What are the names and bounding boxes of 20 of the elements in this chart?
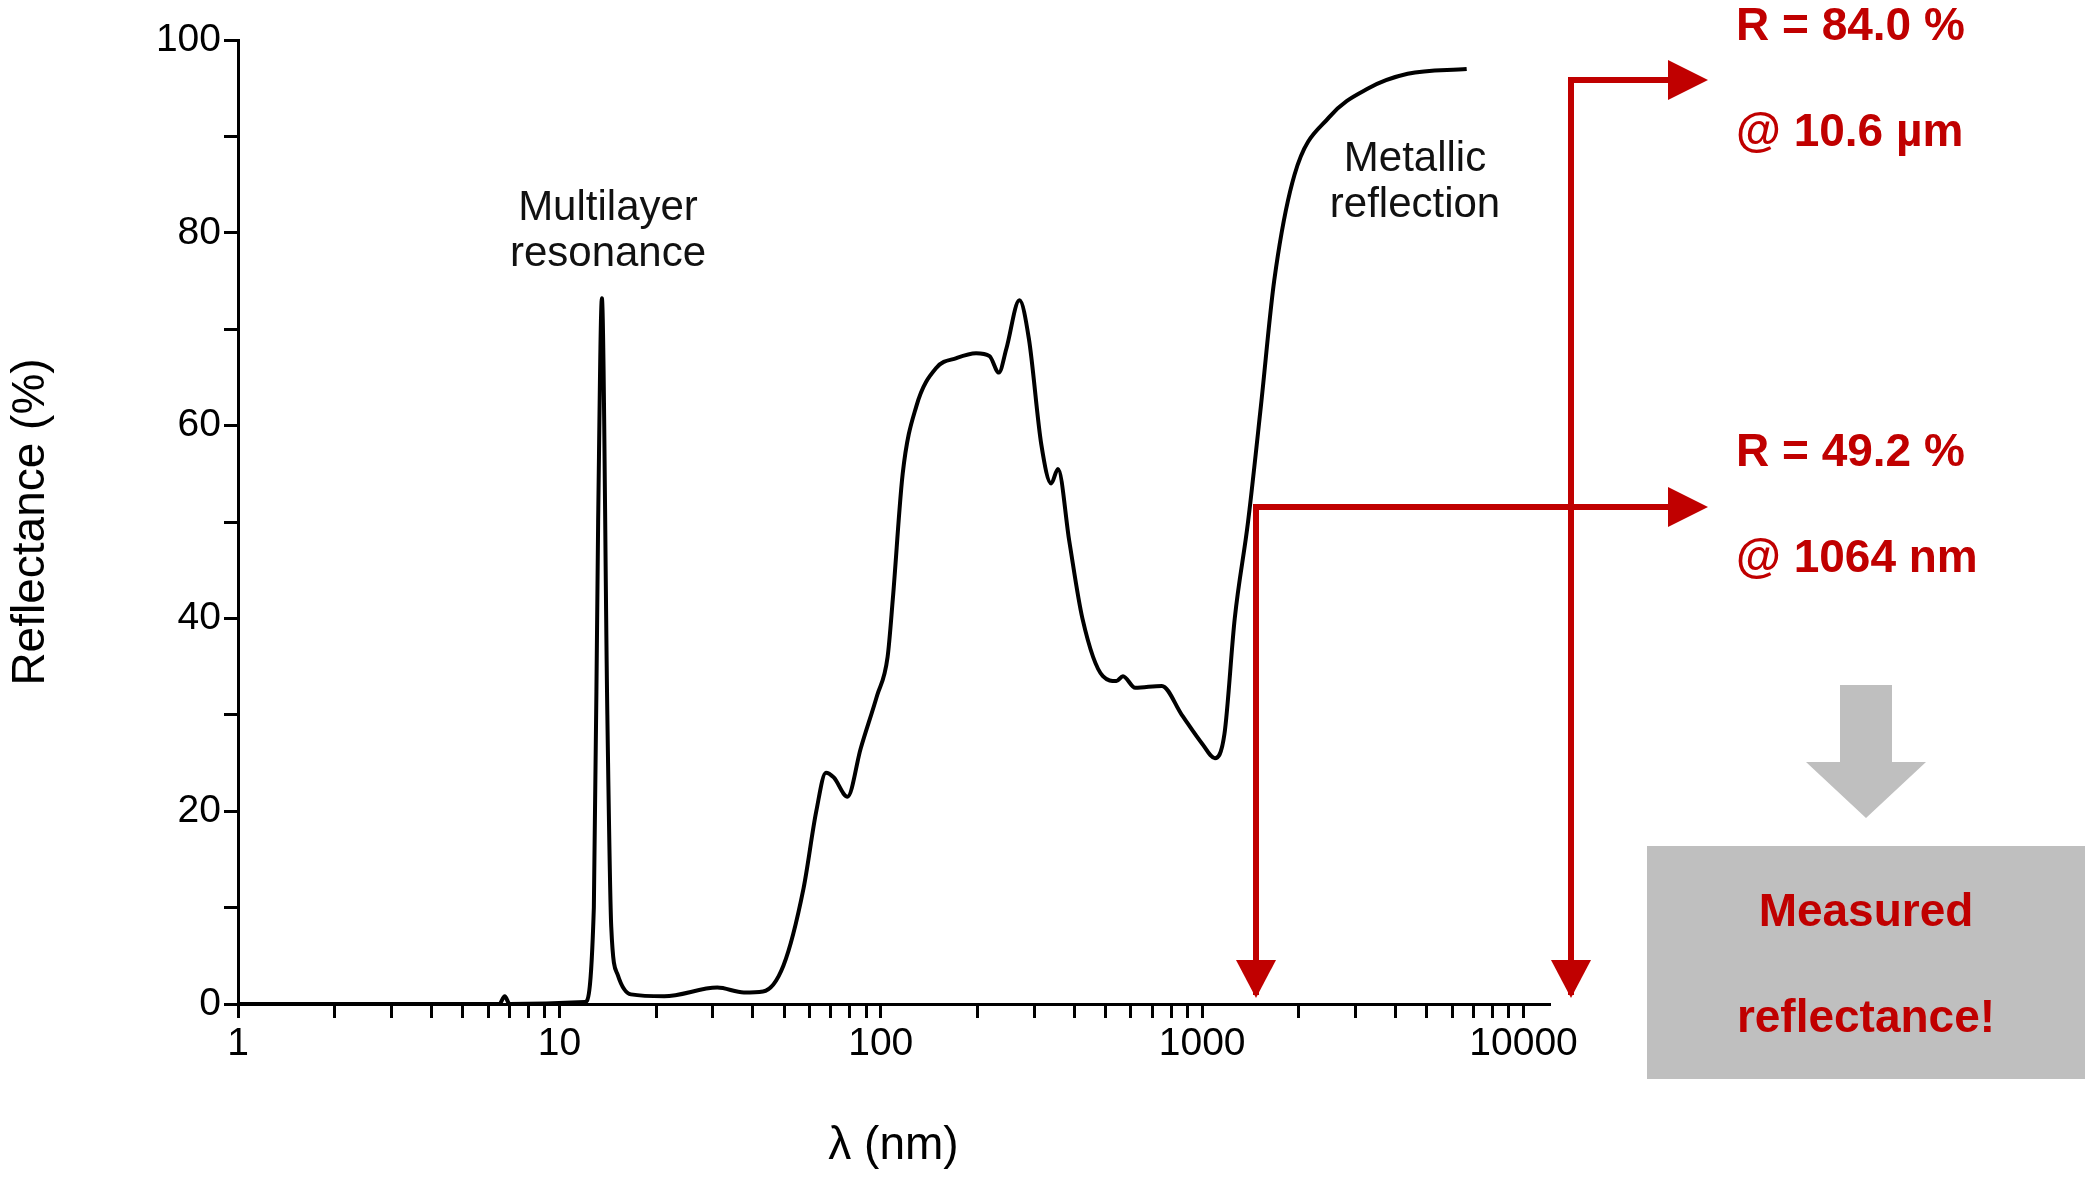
y-axis-title: Reflectance (%) bbox=[2, 358, 55, 686]
text: @ 10.6 µm bbox=[1736, 104, 1964, 156]
y-tick-label: 60 bbox=[177, 401, 221, 445]
y-tick-label: 0 bbox=[199, 979, 221, 1023]
annotation: Metallic reflection bbox=[1329, 133, 1501, 226]
text: @ 1064 nm bbox=[1736, 530, 1978, 582]
x-tick-label: 100 bbox=[848, 1020, 914, 1064]
y-tick-label: 40 bbox=[177, 594, 221, 638]
x-tick-label: 1 bbox=[227, 1020, 249, 1064]
annotation: Multilayer resonance bbox=[509, 182, 707, 275]
y-tick-label: 20 bbox=[177, 786, 221, 830]
x-tick-label: 10 bbox=[537, 1020, 582, 1064]
y-tick-label: 80 bbox=[177, 208, 221, 252]
text: R = 84.0 % bbox=[1736, 0, 1965, 50]
x-tick-label: 10000 bbox=[1469, 1020, 1578, 1064]
text: R = 49.2 % bbox=[1736, 424, 1965, 476]
text: Measured reflectance! bbox=[1735, 882, 1997, 1044]
y-tick-label: 100 bbox=[155, 15, 221, 59]
x-tick-label: 1000 bbox=[1158, 1020, 1246, 1064]
x-axis-title: λ (nm) bbox=[828, 1117, 959, 1170]
